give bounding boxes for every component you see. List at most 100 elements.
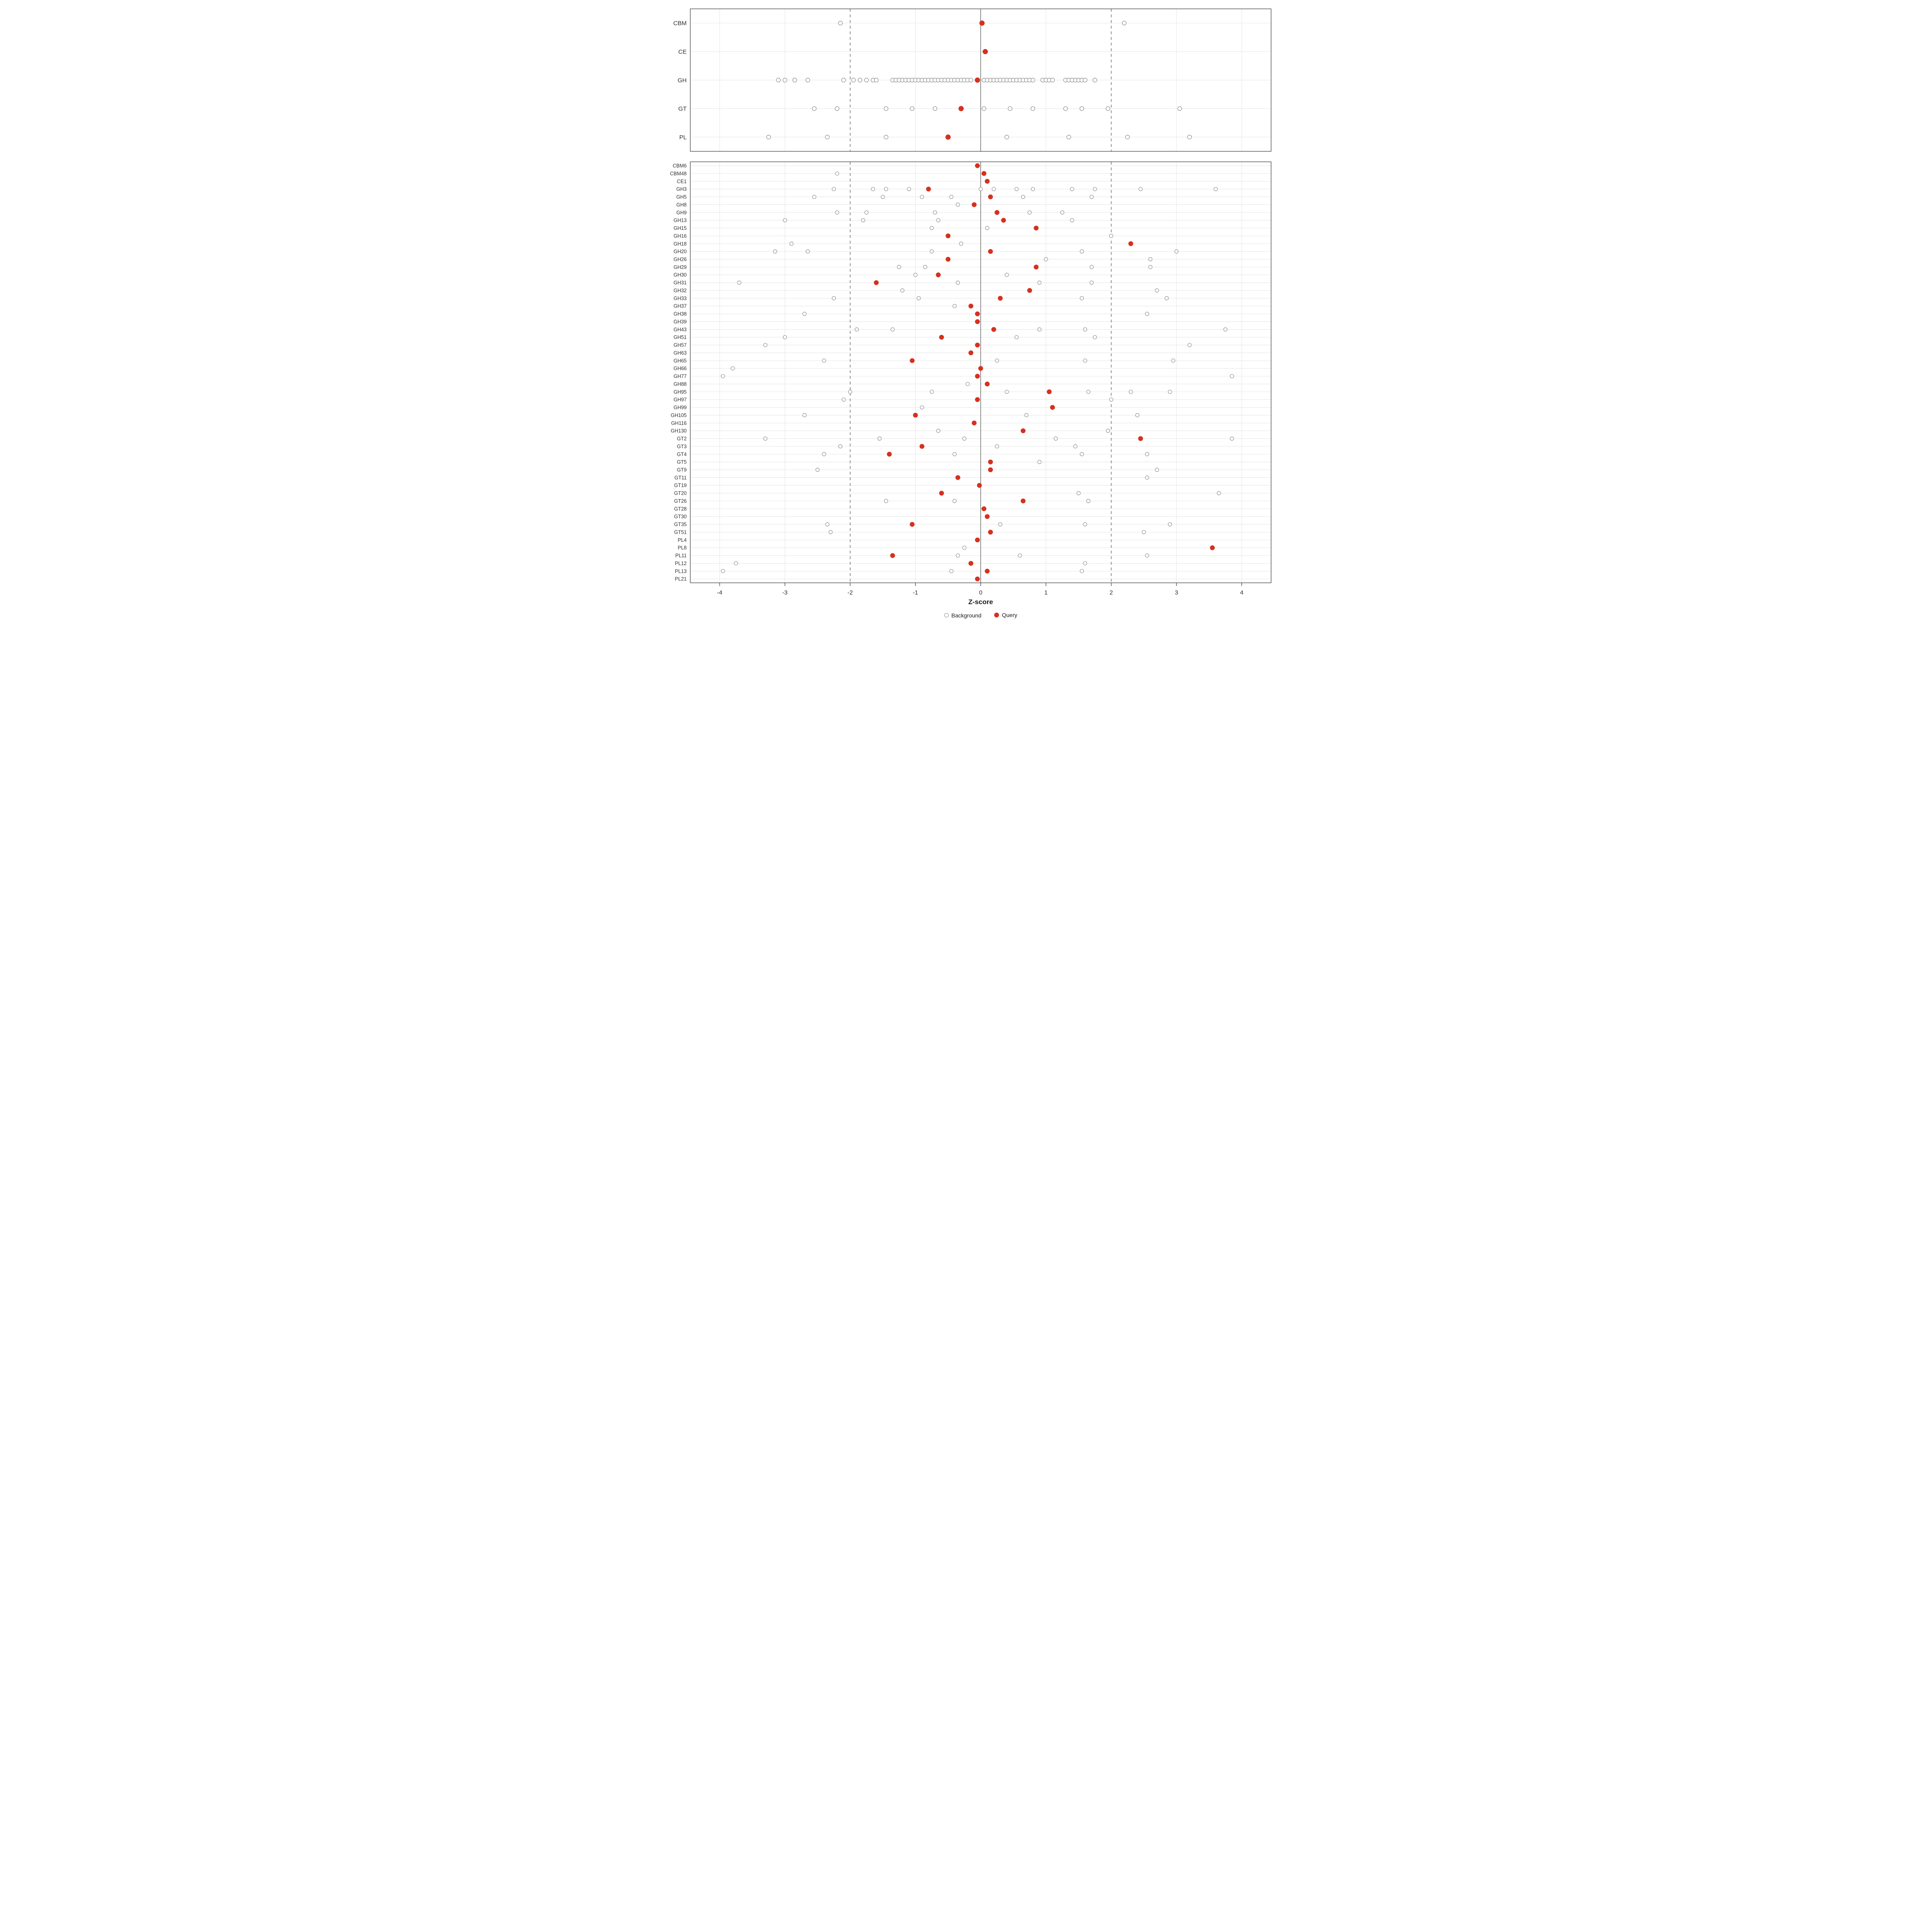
query-point	[979, 20, 985, 26]
query-point	[988, 249, 993, 254]
background-point	[884, 187, 888, 191]
background-point	[929, 249, 934, 254]
background-point	[952, 499, 957, 503]
query-point	[972, 202, 977, 207]
background-point	[1005, 390, 1009, 394]
query-point	[985, 382, 990, 387]
background-point	[1076, 491, 1081, 495]
background-point	[910, 106, 914, 111]
background-point	[1155, 468, 1159, 472]
row-label: CBM48	[670, 171, 687, 176]
x-tick-label: 2	[1110, 589, 1113, 596]
background-point	[1004, 135, 1009, 140]
background-point	[890, 327, 895, 332]
row-label: CBM6	[673, 163, 687, 169]
background-point	[1168, 522, 1172, 526]
background-point	[1014, 335, 1019, 339]
row-label: GH29	[673, 264, 687, 270]
row-label: GH99	[673, 405, 687, 411]
background-point	[995, 358, 999, 363]
chart-legend: Background Query	[652, 612, 1280, 626]
background-point	[864, 78, 869, 83]
background-point	[782, 78, 787, 83]
row-label: GH88	[673, 381, 687, 387]
background-point	[1187, 135, 1192, 140]
row-label: PL4	[678, 537, 687, 543]
background-point	[1187, 343, 1192, 347]
query-point	[975, 163, 980, 168]
query-point	[968, 561, 974, 566]
legend-item-background: Background	[944, 612, 981, 619]
query-point	[983, 49, 988, 54]
row-label: PL	[679, 134, 687, 141]
background-point	[881, 195, 885, 199]
query-point	[874, 280, 879, 285]
background-point	[835, 171, 839, 176]
panel-border	[690, 8, 1271, 152]
background-point	[900, 288, 905, 293]
background-point	[897, 265, 901, 269]
row-label: GH9	[676, 210, 687, 215]
row-label: GT30	[674, 514, 687, 520]
background-point	[841, 397, 846, 402]
x-tick-label: 3	[1175, 589, 1178, 596]
background-point	[1037, 460, 1042, 464]
row-label: GT28	[674, 506, 687, 512]
row-label: GH63	[673, 350, 687, 356]
background-point	[1214, 187, 1218, 191]
row-label: GH5	[676, 194, 687, 200]
background-point	[1125, 135, 1130, 140]
background-point	[968, 78, 973, 83]
background-point	[1080, 296, 1084, 301]
background-point	[1080, 249, 1084, 254]
row-label: GT9	[677, 467, 687, 473]
row-label: PL13	[675, 568, 687, 574]
background-point	[1053, 436, 1058, 441]
row-label: CBM	[673, 20, 687, 27]
background-point	[1155, 288, 1159, 293]
background-point	[802, 312, 807, 316]
query-point	[939, 491, 944, 496]
query-point	[988, 530, 993, 535]
x-tick-label: -2	[848, 589, 853, 596]
query-point	[975, 374, 980, 379]
row-label: GH77	[673, 374, 687, 379]
row-label: GH26	[673, 257, 687, 262]
background-point	[1083, 522, 1088, 526]
background-point	[1060, 210, 1065, 215]
background-point	[929, 226, 934, 230]
row-label: GT	[678, 105, 687, 112]
background-point	[1086, 390, 1091, 394]
query-point	[975, 311, 980, 316]
query-point	[887, 452, 892, 457]
query-point	[974, 77, 980, 83]
row-label: GH65	[673, 358, 687, 363]
query-point	[985, 514, 990, 519]
query-point	[1020, 498, 1026, 504]
query-point	[919, 444, 925, 449]
background-point	[1080, 106, 1084, 111]
row-label: GT4	[677, 452, 687, 457]
background-point	[1030, 78, 1035, 83]
background-point	[965, 382, 970, 386]
row-label: GT19	[674, 483, 687, 488]
background-point	[1090, 281, 1094, 285]
background-point	[1106, 106, 1110, 111]
row-label: GH38	[673, 311, 687, 317]
row-label: GH43	[673, 327, 687, 332]
background-point	[1063, 106, 1068, 111]
query-point	[985, 179, 990, 184]
query-point	[988, 459, 993, 464]
query-point	[1050, 405, 1055, 410]
background-point	[851, 78, 856, 83]
background-point	[822, 358, 826, 363]
background-point	[949, 195, 954, 199]
background-point	[841, 78, 846, 83]
background-point	[1145, 553, 1150, 558]
row-label: PL21	[675, 576, 687, 582]
query-point	[1001, 218, 1006, 223]
background-point	[1037, 281, 1042, 285]
query-point	[1210, 545, 1215, 550]
background-point	[1028, 210, 1032, 215]
background-point	[929, 390, 934, 394]
